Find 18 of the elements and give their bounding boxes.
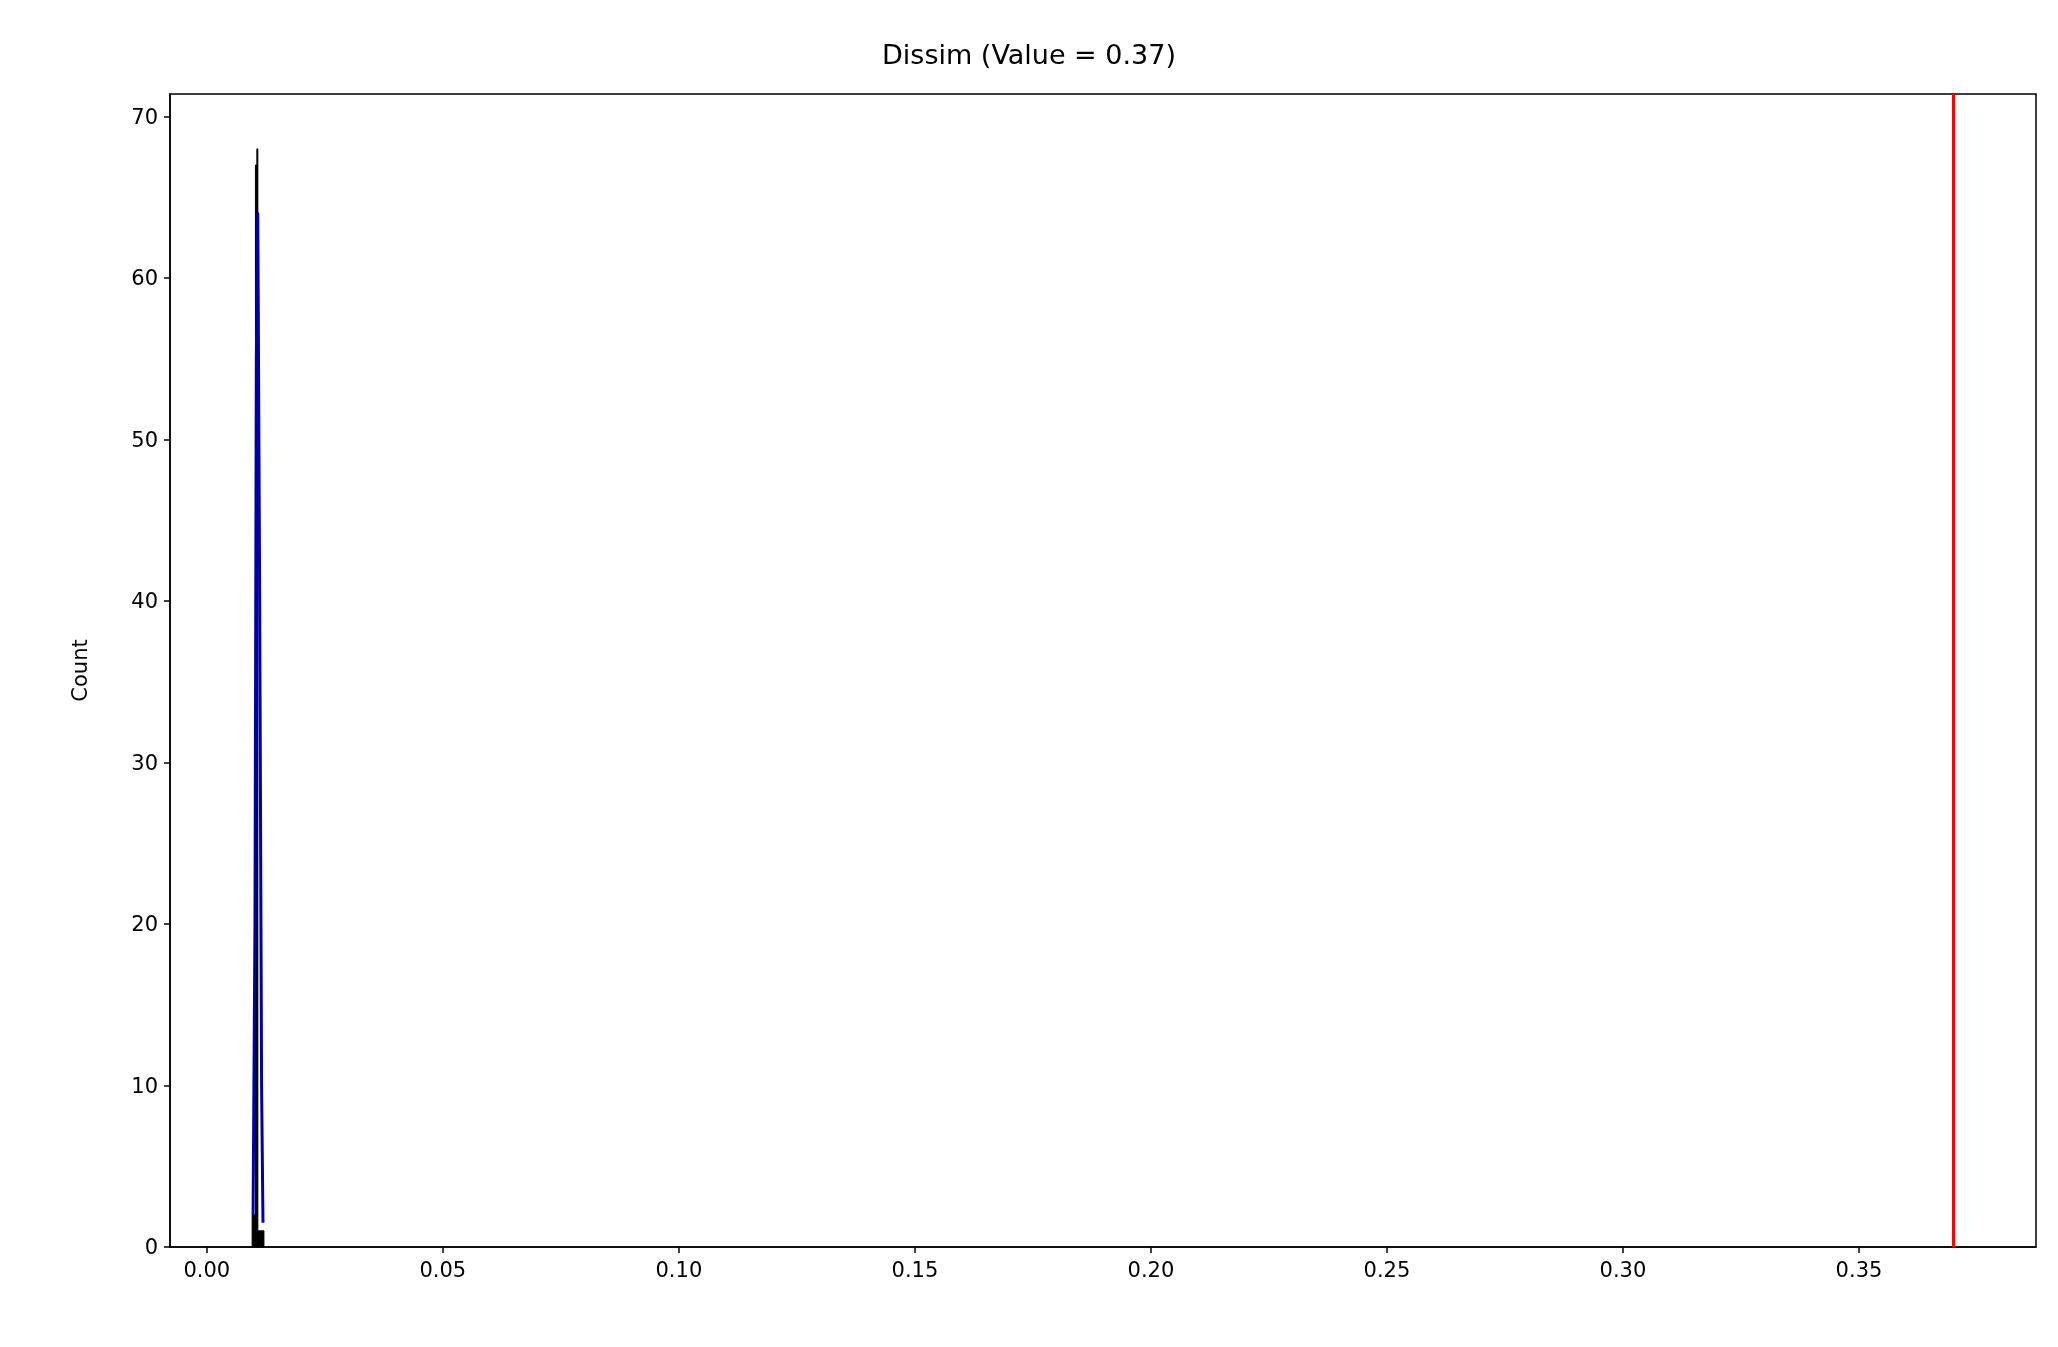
x-tick-label: 0.25 bbox=[1363, 1257, 1411, 1282]
x-tick-label: 0.15 bbox=[891, 1257, 939, 1282]
y-tick-label: 40 bbox=[131, 589, 158, 614]
y-tick-label: 0 bbox=[144, 1235, 158, 1259]
x-tick-label: 0.00 bbox=[183, 1257, 231, 1282]
y-tick-label: 60 bbox=[131, 266, 158, 291]
x-tick-label: 0.35 bbox=[1835, 1257, 1883, 1282]
y-tick-label: 10 bbox=[131, 1073, 158, 1098]
y-tick-label: 50 bbox=[131, 427, 158, 452]
y-axis-title: Count bbox=[67, 639, 92, 702]
x-tick-label: 0.30 bbox=[1599, 1257, 1647, 1282]
chart-title: Dissim (Value = 0.37) bbox=[882, 39, 1176, 70]
y-tick-label: 20 bbox=[131, 912, 158, 937]
x-tick-label: 0.05 bbox=[419, 1257, 467, 1282]
y-tick-label: 70 bbox=[131, 104, 158, 129]
x-tick-label: 0.20 bbox=[1127, 1257, 1175, 1282]
x-tick-label: 0.10 bbox=[655, 1257, 703, 1282]
y-tick-label: 30 bbox=[131, 750, 158, 775]
